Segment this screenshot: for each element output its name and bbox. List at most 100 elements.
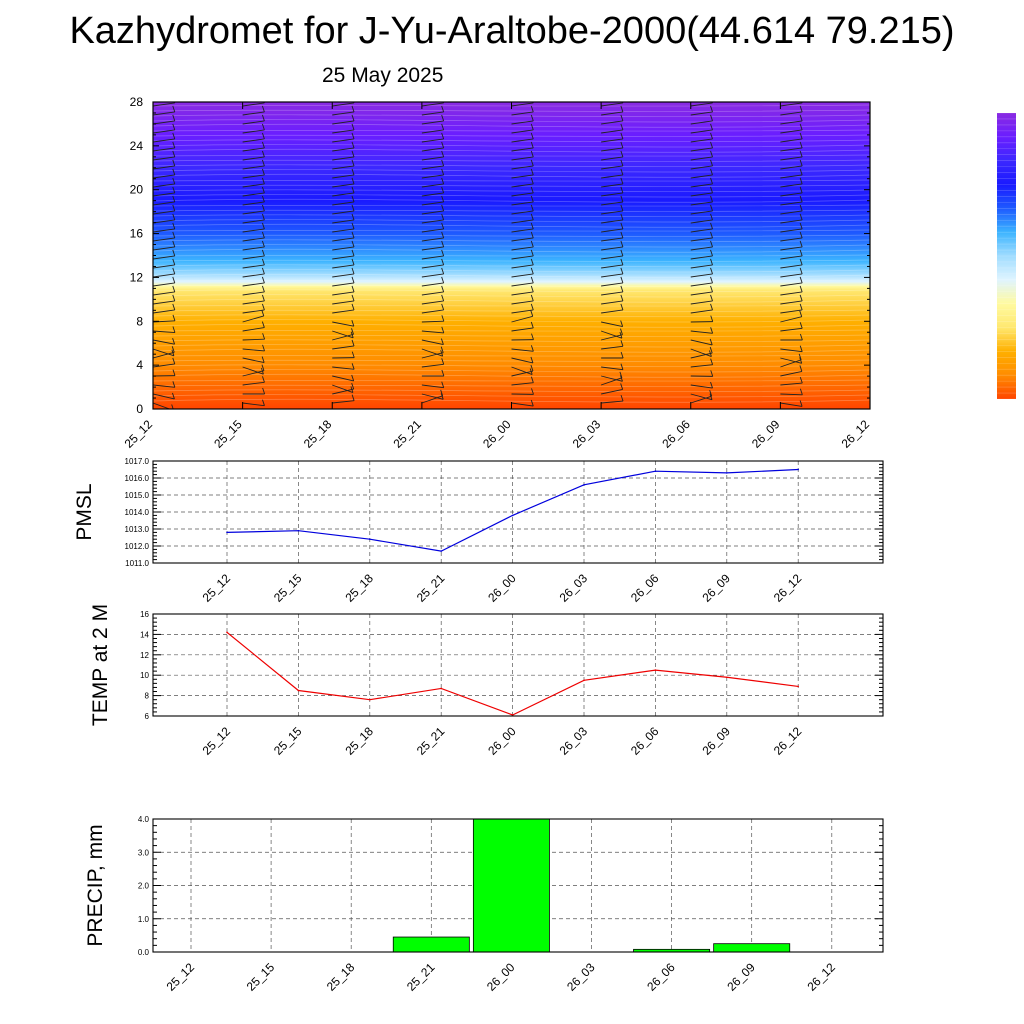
contour-line (153, 244, 870, 248)
wind-barb-flag (799, 267, 803, 275)
wind-barb-flag (351, 258, 355, 266)
wind-barb-flag (530, 204, 534, 212)
wind-barb (690, 348, 712, 357)
wind-barb-flag (710, 258, 713, 266)
wind-barb-flag (351, 159, 355, 167)
wind-barb (511, 192, 534, 197)
wind-barb (242, 201, 265, 206)
y-tick-label: 0 (136, 402, 143, 416)
wind-barb-flag (172, 314, 176, 321)
contour-line (153, 279, 870, 282)
wind-barb (869, 204, 870, 205)
y-tick-label: 1017.0 (125, 457, 150, 466)
wind-barb (242, 174, 265, 179)
y-tick-label: 16 (140, 610, 149, 619)
contour-line (153, 294, 870, 298)
chart-subtitle: 25 May 2025 (322, 64, 444, 87)
wind-barb (690, 174, 713, 179)
wind-barb-flag (171, 404, 174, 409)
wind-barb-flag (709, 346, 713, 354)
contour-line (153, 164, 870, 168)
wind-barb (780, 359, 802, 368)
y-tick-label: 1015.0 (125, 491, 150, 500)
wind-barb-flag (530, 177, 534, 185)
wind-barb-flag (530, 321, 534, 329)
wind-barb-flag (351, 249, 355, 257)
wind-barb-flag (799, 168, 803, 176)
wind-barb (242, 138, 265, 143)
wind-barb (780, 156, 803, 161)
wind-barb (421, 165, 444, 170)
wind-barb-flag (351, 222, 355, 230)
wind-barb-flag (799, 204, 803, 212)
data-point (226, 531, 228, 534)
wind-barb (869, 231, 870, 232)
wind-barb-flag (172, 168, 176, 176)
wind-barb (153, 246, 175, 251)
wind-barb-flag (620, 150, 624, 158)
wind-barb (242, 315, 264, 323)
wind-barb-flag (172, 141, 176, 149)
wind-barb-flag (710, 213, 713, 221)
x-tick-label: 25_15 (271, 724, 305, 758)
wind-barb-flag (620, 177, 624, 185)
y-tick-label: 8 (145, 692, 150, 701)
wind-barb-flag (441, 123, 445, 131)
wind-barb-flag (710, 186, 713, 194)
wind-barb-flag (890, 178, 892, 184)
wind-barb (242, 156, 265, 161)
wind-barb (869, 267, 870, 268)
wind-barb-flag (710, 370, 714, 377)
wind-barb (153, 165, 175, 170)
x-tick-label: 26_00 (485, 571, 519, 605)
wind-barb (601, 165, 623, 170)
wind-barb-flag (440, 350, 444, 357)
wind-barb (601, 255, 623, 260)
wind-barb-flag (262, 333, 266, 340)
wind-barb-flag (799, 249, 803, 257)
wind-barb-flag (351, 150, 355, 158)
wind-barb-flag (172, 240, 176, 248)
chart-title: Kazhydromet for J-Yu-Araltobe-2000(44.61… (69, 10, 955, 52)
y-tick-label: 20 (130, 183, 144, 197)
wind-barb-flag (709, 338, 713, 346)
wind-barb-flag (890, 160, 892, 166)
wind-barb-flag (261, 141, 265, 149)
wind-barb-flag (441, 150, 445, 158)
wind-barb-flag (441, 213, 445, 221)
contour-line (153, 323, 870, 328)
wind-barb (332, 102, 355, 107)
wind-barb-flag (261, 249, 265, 257)
wind-barb (242, 192, 265, 197)
wind-barb (242, 300, 265, 305)
wind-barb (869, 150, 870, 151)
contour-line (153, 214, 870, 218)
contour-line (153, 269, 870, 273)
wind-barb (511, 357, 534, 364)
wind-barb (332, 120, 355, 125)
wind-barb-flag (530, 132, 534, 140)
wind-barb (511, 237, 534, 242)
wind-barb-flag (351, 141, 355, 149)
wind-barb (332, 219, 355, 224)
contour-line (153, 204, 870, 207)
contour-line (153, 229, 870, 232)
wind-barb (332, 321, 354, 327)
wind-barb-flag (261, 123, 265, 131)
wind-barb-flag (710, 168, 713, 176)
wind-barb (690, 165, 713, 170)
wind-barb-flag (890, 341, 892, 347)
wind-barb-flag (261, 105, 265, 113)
wind-barb-flag (261, 267, 265, 275)
wind-barb-flag (530, 249, 534, 257)
contour-line (153, 134, 870, 137)
wind-barb (153, 192, 175, 197)
wind-barb-flag (441, 358, 445, 365)
wind-barb (690, 111, 713, 116)
y-tick-label: 4 (136, 358, 143, 372)
wind-barb-flag (261, 168, 265, 176)
wind-barb-flag (530, 356, 534, 364)
wind-barb (421, 395, 443, 404)
wind-barb (601, 273, 623, 278)
wind-barb (690, 138, 713, 143)
